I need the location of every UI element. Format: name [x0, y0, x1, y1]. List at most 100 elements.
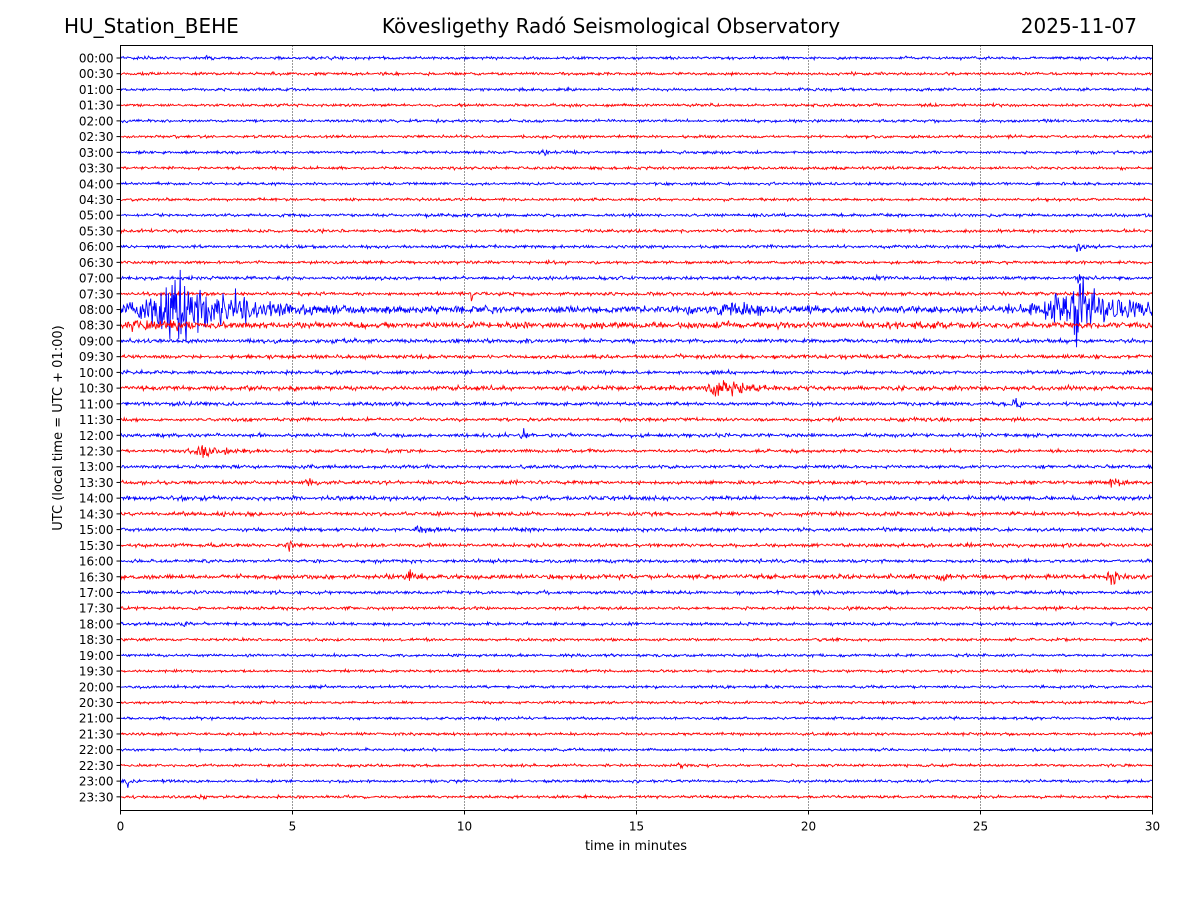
trace-1200	[120, 428, 1153, 440]
trace-0300	[120, 148, 1153, 157]
trace-2030	[120, 699, 1153, 706]
station-name: HU_Station_BEHE	[64, 14, 239, 38]
y-tick-label: 00:00	[79, 52, 114, 66]
y-tick-label: 09:30	[79, 350, 114, 364]
x-tick-label: 20	[801, 820, 816, 834]
trace-1130	[120, 415, 1153, 424]
trace-1100	[120, 397, 1153, 409]
y-tick-label: 15:30	[79, 539, 114, 553]
y-tick-label: 14:30	[79, 507, 114, 521]
trace-0330	[120, 164, 1153, 172]
y-tick-label: 17:30	[79, 602, 114, 616]
trace-1530	[120, 540, 1153, 552]
y-tick-label: 05:00	[79, 209, 114, 223]
trace-2000	[120, 683, 1153, 691]
y-tick-label: 03:30	[79, 162, 114, 176]
y-tick-label: 10:30	[79, 382, 114, 396]
trace-1900	[120, 651, 1153, 659]
x-tick-label: 15	[629, 820, 644, 834]
trace-1330	[120, 478, 1153, 488]
trace-2330	[120, 793, 1153, 801]
trace-1500	[120, 525, 1153, 534]
y-tick-label: 06:00	[79, 240, 114, 254]
trace-1800	[120, 620, 1153, 628]
y-tick-label: 16:00	[79, 555, 114, 569]
x-axis-ticks: 0 5 10 15 20 25 30	[117, 810, 1160, 834]
trace-1600	[120, 557, 1153, 566]
trace-1230	[120, 445, 1153, 458]
trace-1400	[120, 493, 1153, 503]
trace-0500	[120, 211, 1153, 220]
trace-1730	[120, 604, 1153, 612]
y-tick-label: 08:00	[79, 303, 114, 317]
trace-2200	[120, 746, 1153, 754]
trace-1930	[120, 667, 1153, 675]
y-tick-label: 01:00	[79, 83, 114, 97]
trace-0600	[120, 243, 1153, 252]
y-tick-label: 03:00	[79, 146, 114, 160]
y-tick-label: 21:00	[79, 712, 114, 726]
y-tick-label: 15:00	[79, 523, 114, 537]
trace-0530	[120, 227, 1153, 235]
trace-0100	[120, 86, 1153, 93]
y-tick-label: 10:00	[79, 366, 114, 380]
y-tick-label: 19:00	[79, 649, 114, 663]
trace-0000	[120, 54, 1153, 62]
y-tick-label: 22:30	[79, 759, 114, 773]
trace-0400	[120, 180, 1153, 187]
y-tick-label: 20:00	[79, 680, 114, 694]
x-tick-label: 5	[289, 820, 297, 834]
trace-0430	[120, 196, 1153, 203]
vertical-gridlines	[292, 45, 981, 811]
y-tick-label: 05:30	[79, 224, 114, 238]
trace-0230	[120, 133, 1153, 140]
y-tick-label: 13:30	[79, 476, 114, 490]
y-tick-label: 02:00	[79, 114, 114, 128]
y-axis-label: UTC (local time = UTC + 01:00)	[51, 325, 66, 530]
trace-0700	[120, 273, 1153, 284]
y-tick-label: 19:30	[79, 665, 114, 679]
x-tick-label: 10	[457, 820, 472, 834]
y-tick-label: 13:00	[79, 460, 114, 474]
trace-0800	[120, 269, 1153, 348]
trace-0830	[120, 319, 1153, 332]
observatory-title: Kövesligethy Radó Seismological Observat…	[381, 14, 841, 38]
trace-1830	[120, 636, 1153, 643]
y-tick-label: 08:30	[79, 319, 114, 333]
trace-0200	[120, 117, 1153, 125]
x-tick-label: 0	[117, 820, 125, 834]
y-tick-label: 23:00	[79, 775, 114, 789]
trace-0930	[120, 352, 1153, 361]
trace-1630	[120, 569, 1153, 585]
trace-0730	[120, 290, 1153, 302]
trace-2230	[120, 761, 1153, 770]
y-tick-label: 11:00	[79, 397, 114, 411]
y-tick-label: 18:30	[79, 633, 114, 647]
trace-1300	[120, 463, 1153, 471]
y-tick-label: 12:30	[79, 445, 114, 459]
y-tick-label: 14:00	[79, 492, 114, 506]
seismogram-traces	[120, 54, 1153, 801]
record-date: 2025-11-07	[1020, 14, 1137, 38]
y-tick-label: 07:30	[79, 287, 114, 301]
y-tick-label: 21:30	[79, 727, 114, 741]
trace-1030	[120, 380, 1153, 397]
y-tick-label: 01:30	[79, 99, 114, 113]
y-tick-label: 23:30	[79, 790, 114, 804]
y-tick-label: 17:00	[79, 586, 114, 600]
y-tick-label: 00:30	[79, 67, 114, 81]
trace-0030	[120, 70, 1153, 77]
y-tick-label: 06:30	[79, 256, 114, 270]
trace-1000	[120, 368, 1153, 377]
x-axis-label: time in minutes	[585, 839, 687, 854]
x-tick-label: 25	[973, 820, 988, 834]
y-tick-label: 04:00	[79, 177, 114, 191]
y-tick-label: 18:00	[79, 617, 114, 631]
y-tick-label: 04:30	[79, 193, 114, 207]
y-tick-label: 22:00	[79, 743, 114, 757]
trace-2300	[120, 777, 1153, 788]
y-tick-label: 09:00	[79, 334, 114, 348]
y-tick-label: 02:30	[79, 130, 114, 144]
